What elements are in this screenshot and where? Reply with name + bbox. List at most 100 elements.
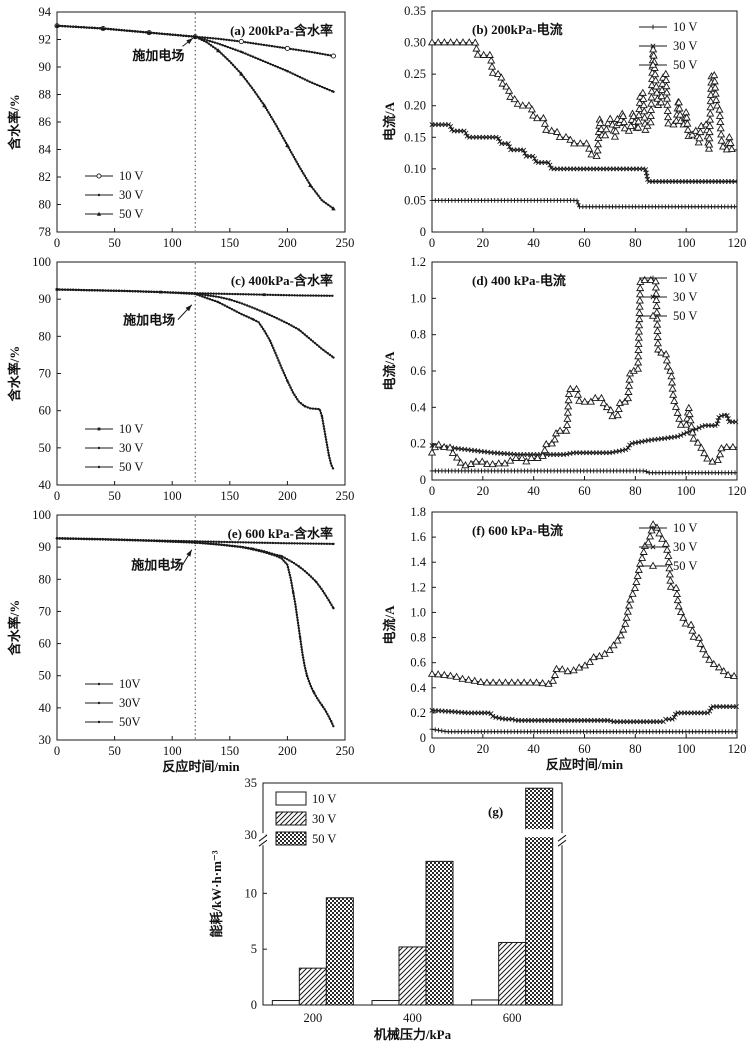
y-tick-label: 94 [39, 5, 52, 19]
y-tick-label: 84 [39, 143, 52, 157]
legend-swatch [275, 831, 307, 846]
legend: 10 V 30 V 50 V [85, 169, 143, 221]
x-tick-label: 60 [578, 484, 591, 498]
legend-label: 30V [119, 696, 141, 710]
x-tick-label: 0 [429, 742, 435, 756]
y-tick-label: 0 [420, 731, 426, 745]
axis-frame [56, 514, 346, 741]
legend-label: 50 V [312, 832, 336, 846]
legend: 10V 30V 50V [85, 677, 141, 729]
x-tick-label: 150 [220, 236, 239, 250]
y-tick-label: 80 [39, 572, 52, 586]
y-tick-label: 0 [420, 225, 426, 239]
x-tick-label: 100 [677, 742, 696, 756]
x-tick-label: 150 [220, 489, 239, 503]
legend-label: 50 V [119, 460, 143, 474]
annotation-apply-field: 施加电场 [131, 549, 193, 573]
legend: 10 V 30 V 50 V [85, 422, 143, 474]
y-tick-label: 50 [39, 441, 52, 455]
x-tick-label: 60 [578, 236, 591, 250]
y-tick-label: 78 [39, 225, 52, 239]
bar-400-30-v [398, 946, 427, 1006]
bar-break-band [524, 829, 554, 838]
x-tick-label: 200 [278, 236, 297, 250]
y-tick-label: 90 [39, 540, 52, 554]
y-tick-label: 0 [420, 473, 426, 487]
legend-label: 30 V [673, 290, 697, 304]
y-tick-label: 86 [39, 115, 52, 129]
x-tick-label: 200 [303, 1011, 322, 1025]
y-tick-label: 1.8 [410, 505, 426, 519]
bar-400-10-v [371, 1000, 400, 1006]
y-tick-label: 100 [32, 508, 51, 522]
svg-text:施加电场: 施加电场 [123, 312, 175, 327]
legend-label: 10 V [119, 422, 143, 436]
x-tick-label: 100 [677, 236, 696, 250]
series-50-v [54, 23, 336, 211]
x-tick-label: 0 [429, 236, 435, 250]
y-tick-label: 90 [39, 292, 52, 306]
subplot-b: 0 20 40 60 80 100 120 0 0.05 0.10 0.15 0.20 0.25 0.30… [382, 4, 746, 250]
arrow-icon [186, 38, 193, 45]
y-tick-label: 100 [32, 255, 51, 269]
x-tick-label: 80 [629, 484, 642, 498]
series-10-v [429, 198, 738, 210]
legend-label: 10 V [312, 792, 336, 806]
y-tick-label: 0.2 [410, 706, 426, 720]
subplot-c: 0 50 100 150 200 250 40 50 60 70 80 90 100 含水率/% (c) 4… [7, 255, 354, 503]
x-tick-label: 0 [54, 744, 60, 758]
annotation-apply-field: 施加电场 [132, 37, 194, 63]
subplot-f: 0 20 40 60 80 100 120 0 0.2 0.4 0.6 0.8 1.0 1.2 1.4 1.6… [382, 505, 746, 772]
arrow-icon [185, 304, 192, 312]
series-50-v [427, 275, 737, 469]
subplot-title: (c) 400kPa-含水率 [231, 273, 333, 288]
y-tick-label: 0.20 [404, 99, 426, 113]
subplot-g: 0 5 10 30 35 200 400 600 能耗/kW·h·m⁻³ 机械压力/kPa (g) 1… [209, 776, 567, 1042]
y-tick-label: 30 [245, 828, 258, 842]
y-tick-label: 0.6 [410, 364, 426, 378]
x-tick-label: 150 [220, 744, 239, 758]
series-10-v [429, 468, 738, 476]
y-tick-label: 0.30 [404, 36, 426, 50]
legend-swatch [275, 791, 307, 806]
x-tick-label: 50 [108, 744, 121, 758]
y-tick-label: 60 [39, 637, 52, 651]
x-tick-label: 80 [629, 236, 642, 250]
y-tick-label: 60 [39, 404, 52, 418]
bar-200-30-v [298, 967, 327, 1006]
y-tick-label: 0.4 [410, 681, 426, 695]
legend-swatch [275, 811, 307, 826]
y-tick-label: 1.4 [410, 555, 426, 569]
x-tick-label: 0 [54, 236, 60, 250]
x-tick-label: 50 [108, 489, 121, 503]
x-tick-label: 100 [677, 484, 696, 498]
bar-600-50-v [525, 787, 554, 1006]
legend-label: 10 V [673, 521, 697, 535]
y-tick-label: 0.35 [404, 4, 426, 18]
x-axis-label: 反应时间/min [546, 757, 624, 772]
x-axis-label: 反应时间/min [162, 759, 240, 774]
x-tick-label: 20 [477, 742, 490, 756]
y-tick-label: 1.2 [410, 255, 426, 269]
subplot-title: (g) [488, 804, 503, 819]
y-tick-label: 0.4 [410, 400, 426, 414]
x-tick-label: 400 [403, 1011, 422, 1025]
y-tick-label: 70 [39, 367, 52, 381]
y-tick-label: 30 [39, 733, 52, 747]
x-tick-label: 80 [629, 742, 642, 756]
subplot-e: 0 50 100 150 200 250 30 40 50 60 70 80 90 100 含水率/% 反应时… [7, 508, 354, 774]
x-tick-label: 120 [728, 236, 747, 250]
y-tick-label: 5 [251, 942, 257, 956]
annotation-apply-field: 施加电场 [123, 304, 193, 327]
x-tick-label: 250 [336, 489, 355, 503]
x-axis-label: 机械压力/kPa [374, 1027, 452, 1042]
y-axis-label: 含水率/% [7, 600, 22, 657]
y-tick-label: 0.8 [410, 328, 426, 342]
bar-600-30-v [498, 941, 527, 1006]
x-tick-label: 40 [527, 236, 540, 250]
x-tick-label: 50 [108, 236, 121, 250]
subplot-a: 0 50 100 150 200 250 78 80 82 84 86 88 90 92 94 含水率/% (a… [7, 5, 354, 250]
series-50-v [55, 288, 335, 470]
